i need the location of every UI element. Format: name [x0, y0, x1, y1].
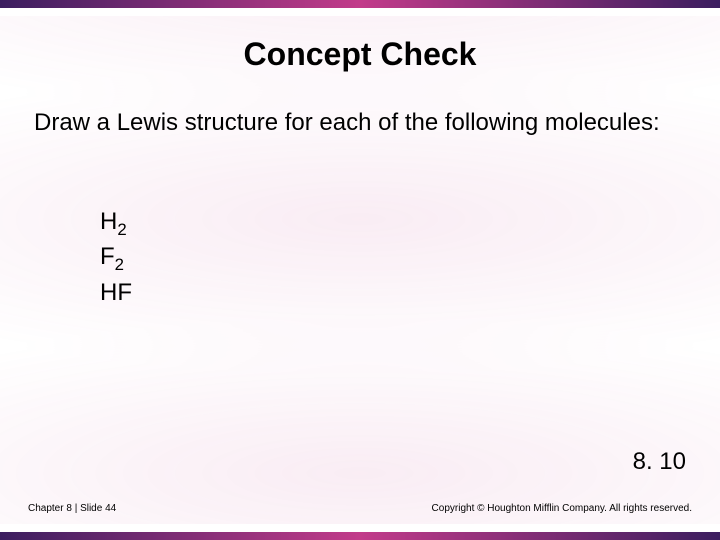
molecule-subscript: 2	[117, 220, 126, 239]
molecule-subscript: 2	[115, 255, 124, 274]
slide: Concept Check Draw a Lewis structure for…	[0, 0, 720, 540]
slide-title: Concept Check	[0, 36, 720, 73]
molecule-base: HF	[100, 279, 132, 306]
footer-right: Copyright © Houghton Mifflin Company. Al…	[432, 503, 692, 514]
prompt-text: Draw a Lewis structure for each of the f…	[34, 108, 686, 138]
list-item: HF	[100, 277, 132, 312]
list-item: H2	[100, 206, 132, 241]
molecule-base: H	[100, 208, 117, 235]
list-item: F2	[100, 241, 132, 276]
footer: Chapter 8 | Slide 44 Copyright © Houghto…	[28, 503, 692, 514]
molecule-base: F	[100, 243, 115, 270]
molecule-list: H2 F2 HF	[100, 206, 132, 312]
footer-left: Chapter 8 | Slide 44	[28, 503, 116, 514]
section-reference: 8. 10	[633, 448, 686, 476]
